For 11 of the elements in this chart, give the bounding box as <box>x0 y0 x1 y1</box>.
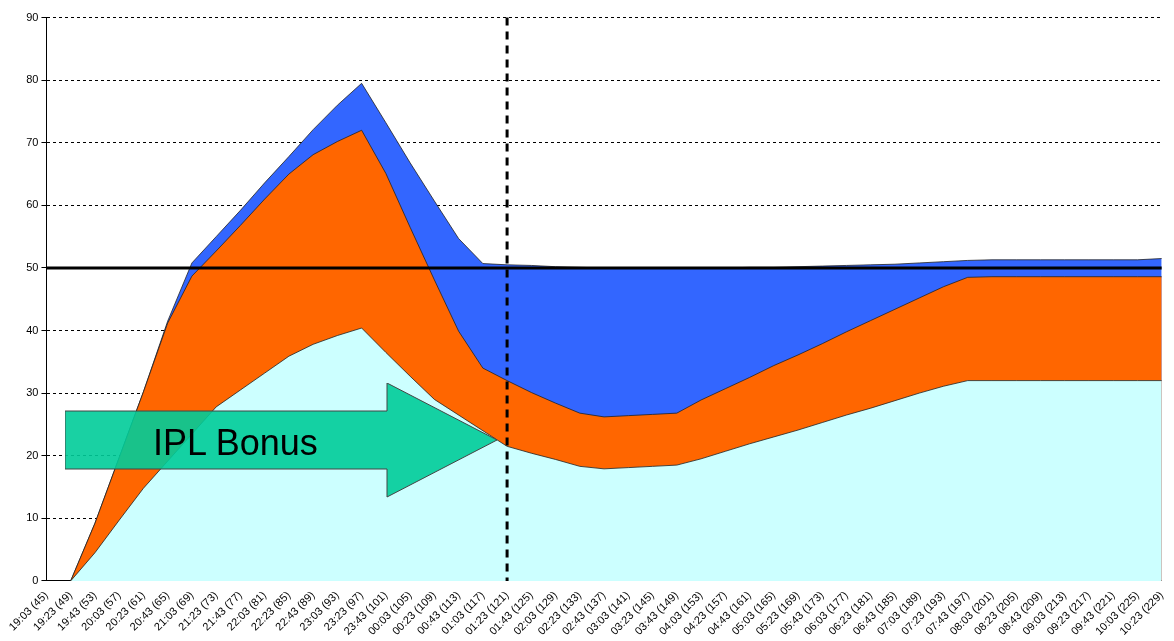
y-tick-label: 70 <box>26 135 39 148</box>
y-tick-label: 90 <box>26 10 39 23</box>
y-tick-label: 80 <box>26 73 39 86</box>
y-tick-label: 20 <box>26 448 39 461</box>
annotation: IPL Bonus <box>153 422 318 464</box>
y-tick-label: 60 <box>26 198 39 211</box>
y-tick-label: 50 <box>26 260 39 273</box>
y-tick-label: 0 <box>32 573 39 586</box>
y-tick-label: 30 <box>26 386 39 399</box>
y-tick-label: 40 <box>26 323 39 336</box>
y-tick-label: 10 <box>26 511 39 524</box>
